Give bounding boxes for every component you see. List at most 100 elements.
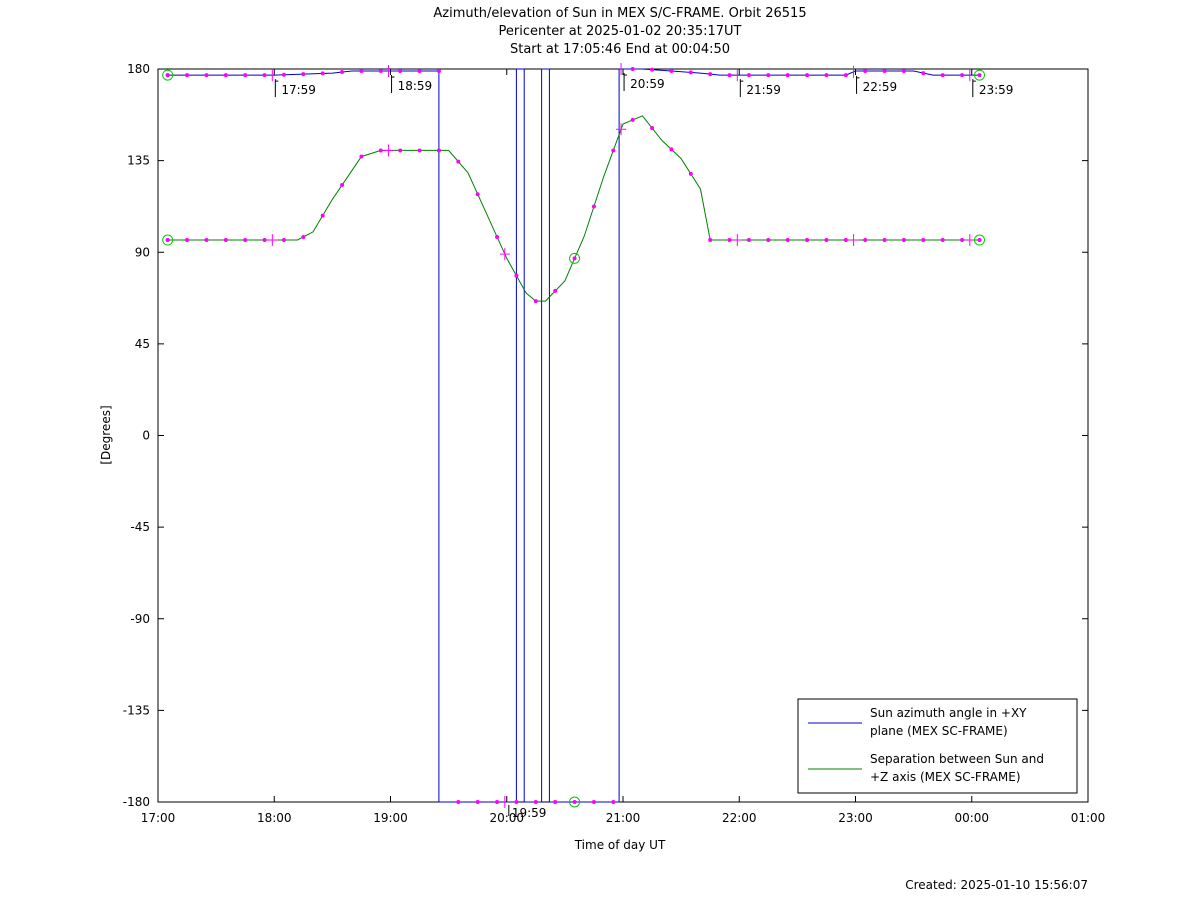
sample-dot [301,234,306,239]
sample-dot [630,67,635,71]
sample-dot [533,800,538,804]
sample-dot [436,69,441,74]
sample-dot [223,73,228,78]
sample-dot [533,299,538,304]
pericenter-marker [569,252,581,264]
sample-dot [475,192,480,197]
sample-dot [901,69,906,74]
plot-frame [157,68,1089,803]
sample-dot [572,800,577,804]
sample-dot [882,69,887,74]
sample-dot [688,171,693,176]
sample-dot [824,73,829,78]
legend-label: Sun azimuth angle in +XY [870,706,1027,720]
legend-label: plane (MEX SC-FRAME) [870,724,1008,738]
sample-dot [553,288,558,293]
sample-dot [456,800,461,804]
sample-dot [591,204,596,209]
sample-dot [436,148,441,153]
legend-box [797,698,1078,794]
start-end-dot [977,238,982,243]
x-tick-label: 00:00 [954,811,989,825]
sample-dot [398,148,403,153]
start-end-dot [977,73,982,78]
sample-dot [611,148,616,153]
sample-dot [882,238,887,243]
sample-dot [960,73,965,78]
created-footer: Created: 2025-01-10 15:56:07 [905,878,1088,892]
sample-dot [669,69,674,74]
sample-dot [805,73,810,78]
sample-dot [940,238,945,243]
y-tick-label: 135 [127,154,150,168]
sample-dot [340,70,345,75]
x-tick-label: 17:00 [141,811,176,825]
sample-dot [495,800,500,804]
sample-dot [572,256,577,261]
sample-dot [495,234,500,239]
y-axis-label: [Degrees] [99,405,113,464]
sample-dot [281,238,286,243]
sample-dot [223,238,228,243]
sample-dot [921,71,926,76]
sample-dot [805,238,810,243]
start-end-marker [162,234,174,246]
sample-dot [766,238,771,243]
sample-dot [243,238,248,243]
sample-dot [204,238,209,243]
sample-dot [514,273,519,278]
chart-subtitle-2: Start at 17:05:46 End at 00:04:50 [510,42,730,57]
sample-dot [650,126,655,131]
sample-dot [785,73,790,78]
sample-dot [417,148,422,153]
sample-dot [766,73,771,78]
sample-dot [591,800,596,804]
chart-title: Azimuth/elevation of Sun in MEX S/C-FRAM… [433,6,806,21]
sample-dot [688,70,693,75]
y-tick-label: 45 [135,337,150,351]
sample-dot [243,73,248,78]
sample-dot [262,73,267,78]
y-tick-label: -45 [130,520,150,534]
hour-marker-label: 17:59 [281,83,316,97]
hour-marker-label: 19:59 [512,806,547,820]
sample-dot [359,154,364,159]
sample-dot [708,238,713,243]
sample-dot [901,238,906,243]
hour-marker-label: 18:59 [398,79,433,93]
sample-dot [727,238,732,243]
x-tick-label: 01:00 [1071,811,1106,825]
sample-dot [417,69,422,74]
sample-dot [843,73,848,78]
x-tick-label: 19:00 [373,811,408,825]
sample-dot [611,800,616,804]
sample-dot [940,73,945,78]
sample-dot [204,73,209,78]
sample-dot [514,800,519,804]
legend-label: Separation between Sun and [870,752,1044,766]
sample-dot [398,69,403,74]
sample-dot [863,69,868,74]
sample-dot [359,69,364,74]
sample-dot [824,238,829,243]
sample-dot [708,72,713,77]
y-tick-label: 180 [127,62,150,76]
sample-dot [863,238,868,243]
sample-dot [960,238,965,243]
hour-marker-label: 23:59 [979,83,1014,97]
start-end-marker [974,69,985,81]
sample-dot [262,238,267,243]
sample-dot [456,159,461,164]
hour-marker-label: 20:59 [630,77,665,91]
sample-dot [378,148,383,153]
sample-dot [301,72,306,77]
y-tick-label: 90 [135,245,150,259]
sample-dot [320,213,325,218]
x-tick-label: 18:00 [257,811,292,825]
sample-dot [746,238,751,243]
sample-dot [185,238,190,243]
chart-subtitle-1: Pericenter at 2025-01-02 20:35:17UT [498,24,741,39]
series-line-2 [167,115,980,302]
x-axis-label: Time of day UT [574,838,666,852]
